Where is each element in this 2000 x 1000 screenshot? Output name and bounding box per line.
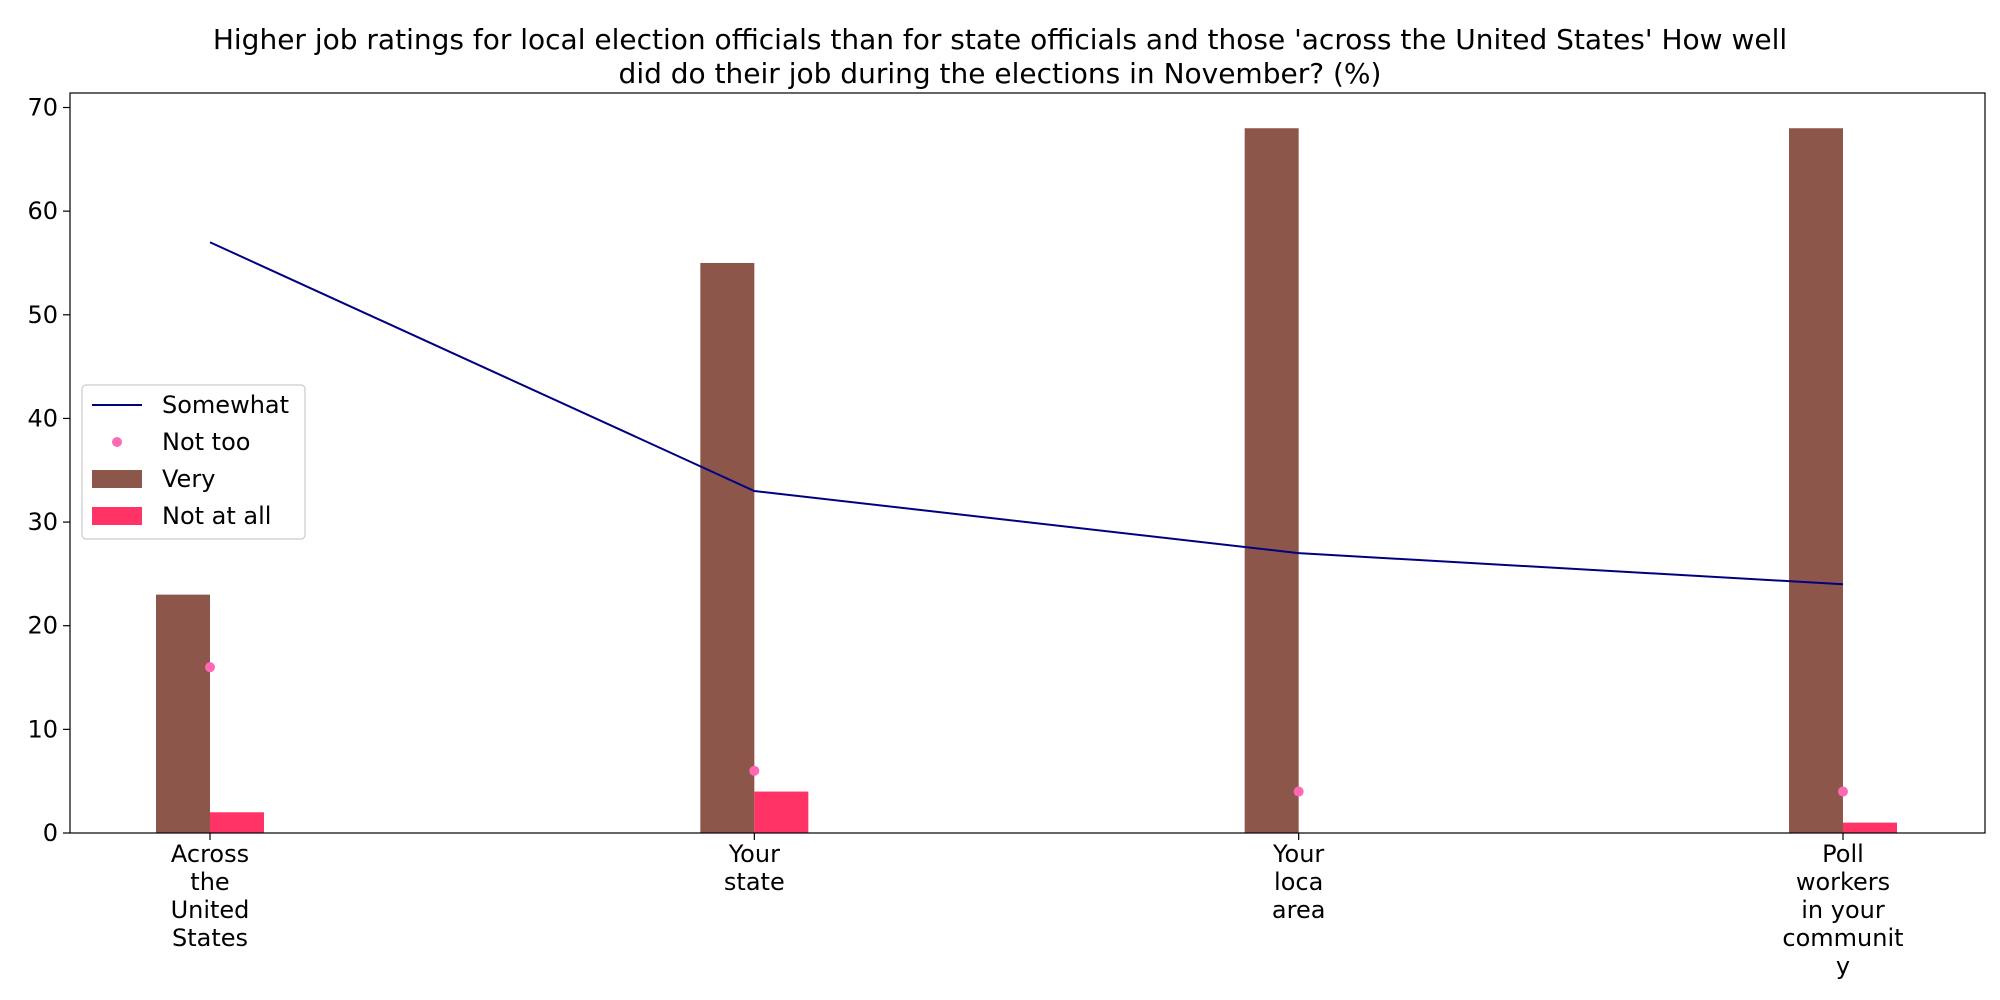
y-tick-label: 70 bbox=[27, 94, 58, 122]
bar-not-at-all bbox=[210, 812, 264, 833]
bar-not-at-all bbox=[1843, 822, 1897, 833]
point-not-too bbox=[1293, 786, 1304, 797]
x-tick-label: y bbox=[1836, 952, 1850, 980]
line-somewhat bbox=[209, 241, 1844, 586]
bar-very bbox=[156, 594, 210, 833]
y-tick-label: 40 bbox=[27, 404, 58, 432]
legend-box bbox=[81, 384, 306, 540]
point-not-too bbox=[1838, 786, 1848, 797]
x-tick-label: Across bbox=[171, 840, 249, 868]
y-tick-label: 30 bbox=[27, 508, 58, 536]
plot-area bbox=[156, 128, 1897, 833]
y-tick-label: 10 bbox=[27, 715, 58, 743]
x-tick-label: United bbox=[171, 896, 250, 924]
y-tick-label: 50 bbox=[27, 301, 58, 329]
x-tick-label: Poll bbox=[1822, 840, 1864, 868]
legend-label-not-at-all: Not at all bbox=[162, 502, 271, 530]
chart-title: Higher job ratings for local election of… bbox=[213, 23, 1787, 90]
x-tick-label: communit bbox=[1782, 924, 1903, 952]
point-not-too bbox=[749, 765, 760, 776]
legend-swatch-not-at-all bbox=[92, 507, 142, 525]
bar-very bbox=[1789, 128, 1843, 833]
y-tick-label: 0 bbox=[43, 819, 58, 847]
y-tick-label: 60 bbox=[27, 197, 58, 225]
x-tick-label: Your bbox=[1272, 840, 1324, 868]
axes-frame bbox=[69, 92, 1986, 834]
legend-swatch-not-too bbox=[112, 437, 122, 447]
bar-not-at-all bbox=[754, 791, 809, 833]
bar-very bbox=[700, 262, 755, 833]
point-not-too bbox=[205, 662, 215, 673]
legend-label-very: Very bbox=[162, 465, 215, 493]
x-tick-label: the bbox=[190, 868, 229, 896]
bar-very bbox=[1244, 128, 1299, 833]
legend-label-somewhat: Somewhat bbox=[162, 391, 289, 419]
x-tick-label: area bbox=[1272, 896, 1326, 924]
chart-title-line: Higher job ratings for local election of… bbox=[213, 23, 1787, 56]
x-tick-label: Your bbox=[728, 840, 780, 868]
legend: Somewhat Not too Very Not at all bbox=[81, 384, 306, 540]
x-tick-label: loca bbox=[1274, 868, 1323, 896]
x-tick-label: workers bbox=[1796, 868, 1890, 896]
x-tick-label: state bbox=[724, 868, 785, 896]
x-tick-label: States bbox=[172, 924, 248, 952]
chart-title-line: did do their job during the elections in… bbox=[619, 57, 1382, 90]
legend-swatch-very bbox=[92, 470, 142, 488]
legend-label-not-too: Not too bbox=[162, 428, 250, 456]
y-tick-label: 20 bbox=[27, 612, 58, 640]
x-tick-label: in your bbox=[1801, 896, 1885, 924]
